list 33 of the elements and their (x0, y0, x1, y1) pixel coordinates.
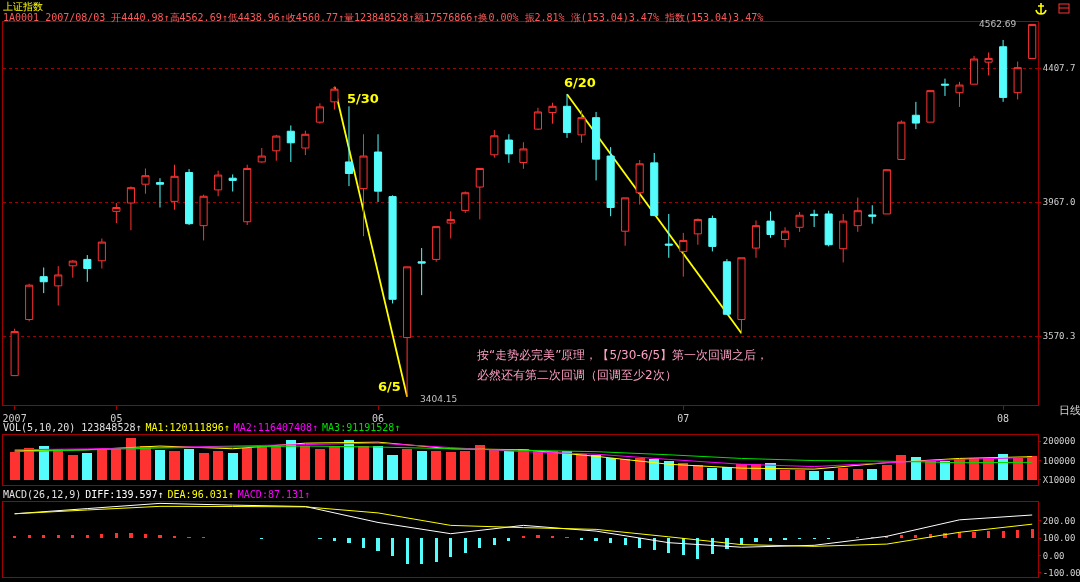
y-tick-label: 0.00 (1042, 550, 1065, 561)
x-tick-label: 2007 (2, 413, 27, 424)
series-label: DIFF:139.597↑ (85, 489, 164, 500)
series-label: MA2:116407408↑ (233, 422, 319, 433)
y-tick-label: 100.00 (1042, 533, 1076, 544)
chart-title: VOL(5,10,20) 123848528↑ (3, 422, 142, 433)
y-tick-label: 200.00 (1042, 515, 1076, 526)
annotation: 按“走势必完美”原理，【5/30-6/5】第一次回调之后， (477, 348, 769, 362)
text: 日线 (1059, 404, 1080, 417)
annotation: 必然还有第二次回调（回调至少2次） (477, 368, 677, 382)
x-tick-label: 06 (372, 413, 385, 424)
x-tick-label: 05 (110, 413, 123, 424)
chart-title: MACD(26,12,9) (3, 489, 82, 500)
y-tick-label: 3967.0 (1042, 197, 1076, 208)
annotation: 4562.69 (979, 19, 1017, 29)
series-label: MA3:91191528↑ (322, 422, 401, 433)
y-tick-label: 3570.3 (1042, 331, 1076, 342)
annotation: 3404.15 (420, 394, 458, 404)
series-label: MA1:120111896↑ (145, 422, 230, 433)
x-tick-label: 07 (677, 413, 690, 424)
annotation: 6/5 (378, 379, 401, 394)
text: MACD:87.131↑ (237, 489, 311, 500)
chart-subtitle: 1A0001 2007/08/03 开4440.98↑高4562.69↑低4438.96↑收4560.77↑量123848528↑额17576866↑换0.00% 振2.81% 涨(153.04)3.47% 指数(153.04)3.47% (3, 12, 764, 25)
y-tick-label: 4407.7 (1042, 63, 1076, 74)
y-tick-label: -100.00 (1042, 567, 1080, 578)
y-tick-label: X10000 (1042, 475, 1076, 486)
annotation: 6/20 (564, 75, 596, 90)
chart-title: 上证指数 (3, 1, 43, 12)
x-tick-label: 08 (997, 413, 1010, 424)
y-tick-label: 200000 (1042, 436, 1076, 447)
annotation: 5/30 (347, 91, 379, 106)
series-label: DEA:96.031↑ (167, 489, 234, 500)
y-tick-label: 100000 (1042, 455, 1076, 466)
